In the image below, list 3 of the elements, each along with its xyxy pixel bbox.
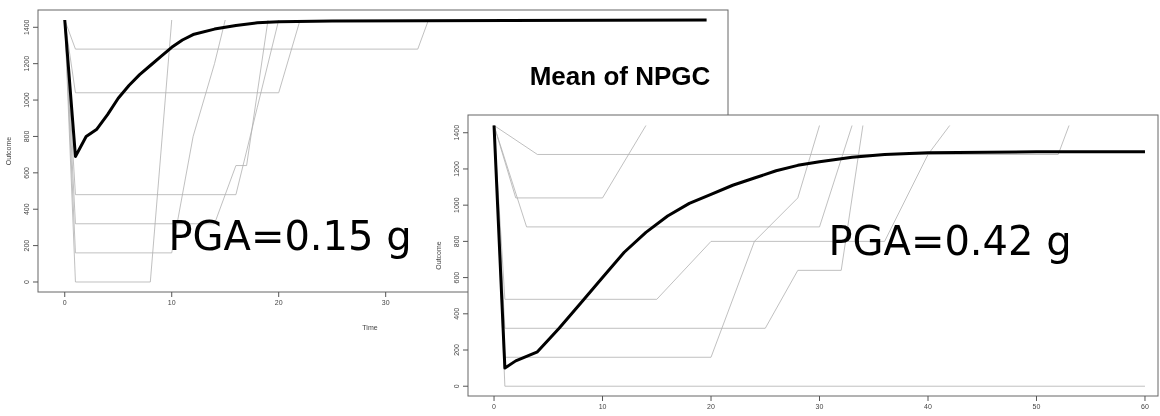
annotation: PGA=0.15 g: [168, 213, 412, 259]
annotation: PGA=0.42 g: [828, 218, 1072, 264]
chart-title: Mean of NPGC: [529, 61, 711, 91]
